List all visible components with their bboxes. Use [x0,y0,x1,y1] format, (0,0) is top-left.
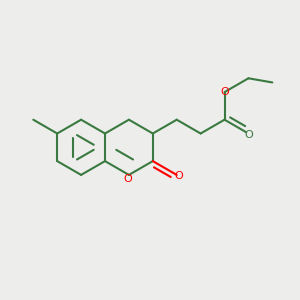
Text: O: O [123,173,132,184]
Text: O: O [244,130,253,140]
Text: O: O [175,171,184,182]
Text: O: O [220,87,229,97]
